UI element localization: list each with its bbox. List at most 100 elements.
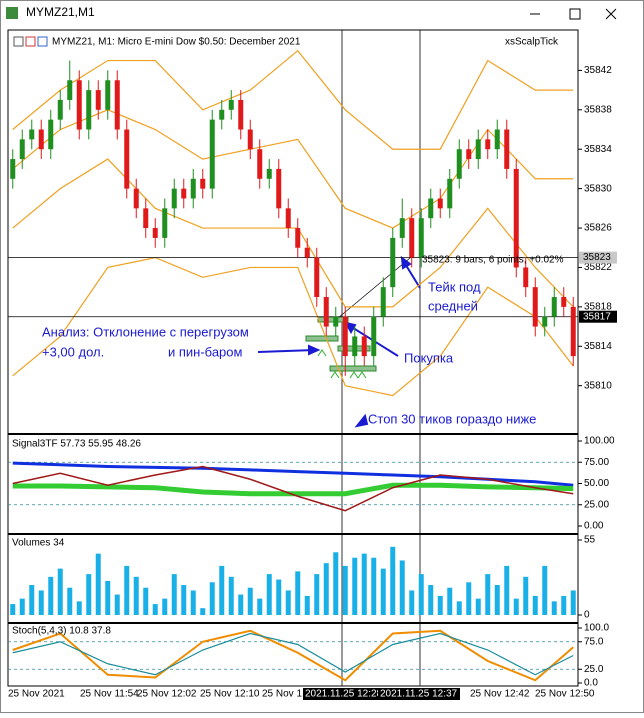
measure-label: 35823: 9 bars, 6 points, +0.02% xyxy=(422,255,564,266)
candle-body xyxy=(542,316,548,327)
y-tick-label: 55 xyxy=(584,535,596,546)
y-tick-label: 35810 xyxy=(584,380,612,391)
indicator-line xyxy=(12,632,574,676)
marker xyxy=(329,365,377,372)
volume-bar xyxy=(409,590,415,615)
candle-body xyxy=(494,129,500,150)
candle-body xyxy=(314,257,320,298)
volume-bar xyxy=(371,557,377,615)
candle-body xyxy=(76,80,82,130)
measure-line xyxy=(337,257,411,319)
band-line xyxy=(12,49,574,150)
chart-title: MYMZ21, M1: Micro E-mini Dow $0.50: Dece… xyxy=(52,37,301,48)
volume-bar xyxy=(95,553,101,615)
volume-bar xyxy=(114,594,120,615)
candle-body xyxy=(181,188,187,199)
window-title: MYMZ21,M1 xyxy=(26,5,95,19)
y-tick-label: 75.0 xyxy=(584,636,604,647)
y-tick-label: 0 xyxy=(584,610,590,621)
volume-bar xyxy=(124,565,130,615)
y-tick-label: 35826 xyxy=(584,223,612,234)
candle-body xyxy=(10,159,16,179)
candle-body xyxy=(152,228,158,238)
y-tick-label: 35842 xyxy=(584,65,612,76)
maximize-button[interactable] xyxy=(569,8,581,20)
volume-bar xyxy=(380,568,386,615)
candle-body xyxy=(57,99,63,120)
volume-bar xyxy=(105,580,111,615)
x-tick-label: 25 Nov 12:42 xyxy=(470,689,530,700)
candle-body xyxy=(276,168,282,209)
x-tick-label: 25 Nov 2021 xyxy=(8,689,65,700)
arrowhead xyxy=(400,255,412,270)
candle-body xyxy=(447,178,453,209)
volume-bar xyxy=(10,604,16,615)
level-tag xyxy=(579,251,617,264)
candle-body xyxy=(124,129,130,189)
annotation: Покупка xyxy=(404,350,454,365)
candle-body xyxy=(95,90,101,110)
candle-body xyxy=(475,139,481,160)
candle-body xyxy=(247,129,253,150)
candle-body xyxy=(19,139,25,160)
volume-bar xyxy=(323,563,329,615)
close-button[interactable] xyxy=(605,8,617,20)
annotation: Тейк под xyxy=(428,279,481,294)
candle-body xyxy=(466,149,472,160)
volume-bar xyxy=(247,587,253,615)
x-tick-label: 2021.11.25 12:37 xyxy=(380,689,458,700)
annotation: средней xyxy=(428,298,478,313)
candle-body xyxy=(86,90,92,130)
volume-bar xyxy=(209,582,215,615)
volume-bar xyxy=(295,571,301,615)
annotation: +3,00 дол. xyxy=(42,344,104,359)
y-tick-label: 35834 xyxy=(584,144,612,155)
candle-body xyxy=(228,99,234,110)
x-tick-label: 25 Nov 12:02 xyxy=(137,689,197,700)
volume-bar xyxy=(171,574,177,615)
arrow-up xyxy=(317,349,367,379)
candle-body xyxy=(513,168,519,268)
volume-bar xyxy=(485,574,491,615)
volume-bar xyxy=(285,590,291,615)
volume-bar xyxy=(29,585,35,615)
annotation: Стоп 30 тиков гораздо ниже xyxy=(368,411,536,426)
panel-title: Signal3TF 57.73 55.95 48.26 xyxy=(12,439,141,450)
volume-bar xyxy=(456,601,462,615)
level-tag xyxy=(579,310,617,323)
candle-body xyxy=(143,208,149,229)
x-tick-label: 25 Nov 11:54 xyxy=(80,689,139,700)
volume-bar xyxy=(276,579,282,615)
candle-body xyxy=(238,99,244,130)
candle-body xyxy=(380,287,386,317)
candle-body xyxy=(532,287,538,327)
candle-body xyxy=(295,228,301,248)
volume-bar xyxy=(200,608,206,615)
candle-body xyxy=(323,297,329,327)
volume-bar xyxy=(133,576,139,615)
volume-bar xyxy=(342,565,348,615)
volume-bar xyxy=(219,565,225,615)
volume-bar xyxy=(542,565,548,615)
candle-body xyxy=(485,139,491,150)
volume-bar xyxy=(390,546,396,615)
candle-body xyxy=(257,149,263,179)
indicator-line xyxy=(12,465,574,512)
candle-body xyxy=(390,237,396,288)
y-tick-label: 35822 xyxy=(584,262,612,273)
volume-bar xyxy=(67,587,73,615)
candle-body xyxy=(285,208,291,229)
y-tick-label: 100.0 xyxy=(584,623,609,634)
volume-bar xyxy=(76,601,82,615)
candle-body xyxy=(219,109,225,120)
panel-title: Stoch(5,4,3) 10.8 37.8 xyxy=(12,626,111,637)
arrow xyxy=(257,349,316,353)
candle-body xyxy=(209,119,215,189)
level-label: 35817 xyxy=(583,311,611,322)
y-tick-label: 25.0 xyxy=(584,664,604,675)
volume-bar xyxy=(228,576,234,615)
app-icon xyxy=(6,7,18,19)
y-tick-label: 0.0 xyxy=(584,678,598,689)
volume-bar xyxy=(466,582,472,615)
candle-body xyxy=(162,208,168,238)
